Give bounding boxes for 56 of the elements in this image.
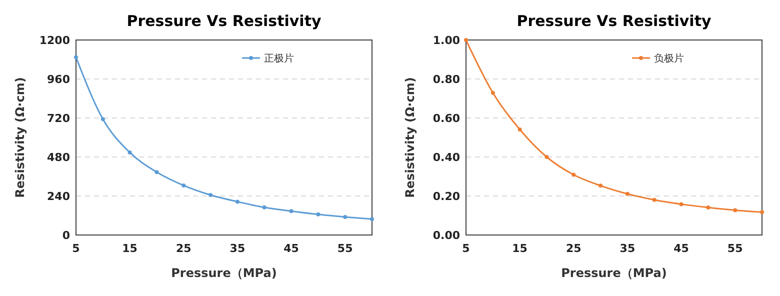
legend-label: 正极片: [264, 52, 294, 64]
point: [706, 206, 710, 210]
x-axis-title: Pressure（MPa): [561, 266, 667, 280]
y-tick-label: 0.80: [432, 72, 460, 86]
point: [733, 208, 738, 212]
y-axis-title: Resistivity (Ω·cm): [13, 77, 27, 198]
point: [100, 117, 105, 122]
y-tick-label: 1200: [39, 34, 70, 47]
x-tick-label: 45: [674, 242, 689, 255]
point: [128, 150, 132, 154]
point: [490, 90, 495, 95]
point: [518, 128, 522, 132]
x-tick-label: 35: [620, 242, 636, 255]
point: [598, 184, 603, 188]
point: [74, 55, 78, 60]
point: [760, 210, 764, 214]
point: [262, 205, 266, 210]
point: [316, 212, 320, 216]
y-tick-label: 240: [47, 190, 70, 203]
x-tick-label: 45: [284, 242, 299, 255]
chart-title: Pressure Vs Resistivity: [516, 12, 712, 30]
x-tick-label: 35: [230, 242, 246, 255]
point: [154, 170, 159, 174]
x-tick-label: 25: [566, 242, 582, 255]
x-tick-label: 5: [72, 242, 80, 255]
point: [208, 193, 213, 198]
point: [679, 202, 684, 206]
y-tick-label: 0: [62, 228, 70, 242]
point: [235, 200, 240, 204]
y-tick-label: 960: [47, 72, 70, 86]
y-tick-label: 1.00: [432, 34, 460, 47]
y-tick-label: 0.20: [432, 190, 460, 203]
y-tick-label: 0.60: [432, 112, 460, 125]
x-axis-title: Pressure（MPa): [171, 266, 277, 280]
x-tick-label: 25: [176, 242, 192, 255]
point: [544, 155, 549, 159]
y-tick-label: 480: [47, 150, 70, 164]
y-tick-label: 0.40: [432, 150, 460, 164]
x-tick-label: 5: [462, 242, 470, 255]
point: [182, 183, 186, 188]
x-tick-label: 15: [122, 242, 138, 255]
x-tick-label: 15: [512, 242, 528, 255]
x-tick-label: 55: [337, 242, 353, 255]
chart-title: Pressure Vs Resistivity: [126, 12, 322, 30]
point: [625, 192, 630, 196]
point: [464, 38, 468, 42]
point: [289, 209, 294, 214]
point: [370, 217, 374, 222]
legend-label: 负极片: [654, 52, 684, 64]
point: [652, 198, 656, 202]
y-tick-label: 0.00: [432, 228, 460, 242]
x-tick-label: 55: [727, 242, 743, 255]
point: [343, 214, 348, 219]
y-tick-label: 720: [47, 112, 70, 125]
y-axis-title: Resistivity (Ω·cm): [403, 77, 417, 198]
point: [572, 172, 576, 177]
